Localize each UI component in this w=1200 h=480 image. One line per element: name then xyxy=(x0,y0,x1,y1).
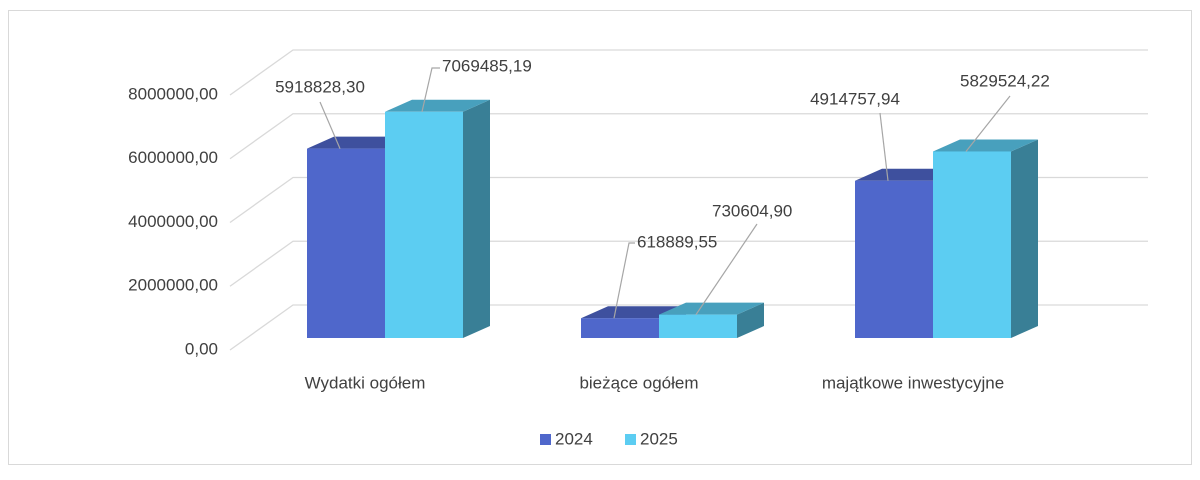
legend-swatch xyxy=(625,434,636,445)
bar xyxy=(855,180,933,338)
legend-swatch xyxy=(540,434,551,445)
leader-line xyxy=(695,223,758,315)
leader-line xyxy=(965,95,1011,152)
bar-top xyxy=(933,139,1038,152)
data-label: 7069485,19 xyxy=(442,56,532,75)
bar xyxy=(659,314,737,338)
x-tick-label: bieżące ogółem xyxy=(579,373,698,392)
leader-line xyxy=(319,101,341,149)
bar xyxy=(933,151,1011,338)
x-tick-label: Wydatki ogółem xyxy=(305,373,426,392)
data-label: 4914757,94 xyxy=(810,89,900,108)
bar-top xyxy=(385,99,490,112)
bar-side xyxy=(737,302,764,338)
y-tick-label: 6000000,00 xyxy=(128,148,218,167)
bar-top xyxy=(659,302,764,315)
x-tick-label: majątkowe inwestycyjne xyxy=(822,373,1004,392)
y-tick-label: 2000000,00 xyxy=(128,276,218,295)
data-label: 5918828,30 xyxy=(275,77,365,96)
data-label: 618889,55 xyxy=(637,232,717,251)
legend-label: 2025 xyxy=(640,429,678,448)
bar xyxy=(581,318,659,338)
y-tick-label: 4000000,00 xyxy=(128,212,218,231)
data-label: 5829524,22 xyxy=(960,71,1050,90)
legend-label: 2024 xyxy=(555,429,593,448)
bar xyxy=(307,148,385,338)
grid-line xyxy=(229,49,1148,96)
leader-line xyxy=(421,67,440,112)
bar xyxy=(385,111,463,338)
data-label: 730604,90 xyxy=(712,201,792,220)
leader-line xyxy=(613,242,635,319)
y-tick-label: 8000000,00 xyxy=(128,84,218,103)
leader-line xyxy=(879,112,889,181)
y-tick-label: 0,00 xyxy=(185,339,218,358)
grid-line xyxy=(229,113,1148,160)
bar-side xyxy=(463,99,490,338)
bar-side xyxy=(1011,139,1038,338)
